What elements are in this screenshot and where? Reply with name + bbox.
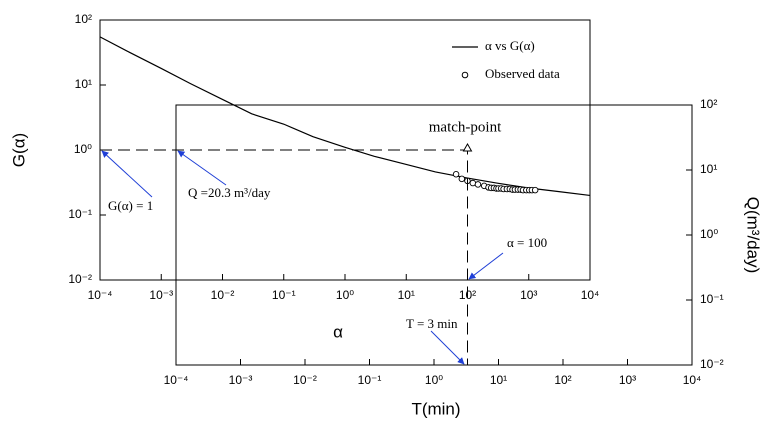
y2-tick-label: 10⁰ bbox=[700, 227, 718, 241]
x-tick-label: 10⁻¹ bbox=[358, 373, 382, 387]
y-tick-label: 10² bbox=[75, 12, 92, 26]
y2-tick-label: 10⁻¹ bbox=[700, 292, 724, 306]
y2-tick-label: 10⁻² bbox=[700, 357, 724, 371]
x-tick-label: 10⁻¹ bbox=[272, 288, 296, 302]
data-point bbox=[452, 171, 460, 178]
y-tick-label: 10¹ bbox=[75, 77, 92, 91]
y2-axis-title: Q(m³/day) bbox=[744, 197, 763, 274]
y-axis-title: G(α) bbox=[9, 133, 28, 167]
x-tick-label: 10⁴ bbox=[581, 288, 600, 302]
data-point bbox=[474, 181, 482, 188]
annotation: match-point bbox=[429, 119, 502, 135]
data-point bbox=[531, 186, 539, 194]
annotation: Q =20.3 m³/day bbox=[188, 185, 271, 200]
y-tick-label: 10⁻¹ bbox=[68, 207, 92, 221]
legend-label: Observed data bbox=[485, 66, 560, 81]
x-tick-label: 10⁻⁴ bbox=[164, 373, 189, 387]
x-tick-label: 10⁴ bbox=[683, 373, 702, 387]
match-point bbox=[462, 142, 473, 152]
y2-tick-label: 10¹ bbox=[700, 162, 717, 176]
annotation-arrow bbox=[177, 150, 227, 186]
annotation-arrow bbox=[101, 150, 153, 198]
annotation-arrow bbox=[430, 330, 465, 365]
x-tick-label: 10⁻² bbox=[211, 288, 235, 302]
y-tick-label: 10⁻² bbox=[68, 272, 92, 286]
data-point bbox=[458, 175, 466, 183]
annotation-arrow bbox=[468, 252, 504, 280]
x-tick-label: 10¹ bbox=[398, 288, 415, 302]
x-tick-label: 10⁻³ bbox=[149, 288, 173, 302]
x-axis-title: α bbox=[333, 322, 343, 341]
legend-swatch bbox=[461, 71, 469, 79]
annotation: G(α) = 1 bbox=[108, 198, 153, 213]
x-tick-label: 10⁻² bbox=[293, 373, 317, 387]
y-tick-label: 10⁰ bbox=[74, 142, 92, 156]
y2-tick-label: 10² bbox=[700, 97, 717, 111]
x-tick-label: 10³ bbox=[520, 288, 537, 302]
x-tick-label: 10⁻⁴ bbox=[88, 288, 113, 302]
curve bbox=[99, 36, 591, 197]
x-tick-label: 10³ bbox=[619, 373, 636, 387]
legend-label: α vs G(α) bbox=[485, 38, 535, 53]
x-tick-label: 10⁻³ bbox=[229, 373, 253, 387]
x-tick-label: 10⁰ bbox=[425, 373, 443, 387]
annotation: T = 3 min bbox=[406, 316, 458, 331]
x-axis-title: T(min) bbox=[411, 399, 460, 418]
x-tick-label: 10⁰ bbox=[336, 288, 354, 302]
x-tick-label: 10² bbox=[554, 373, 571, 387]
x-tick-label: 10¹ bbox=[490, 373, 507, 387]
annotation: α = 100 bbox=[507, 235, 547, 250]
guide-line bbox=[100, 149, 468, 365]
